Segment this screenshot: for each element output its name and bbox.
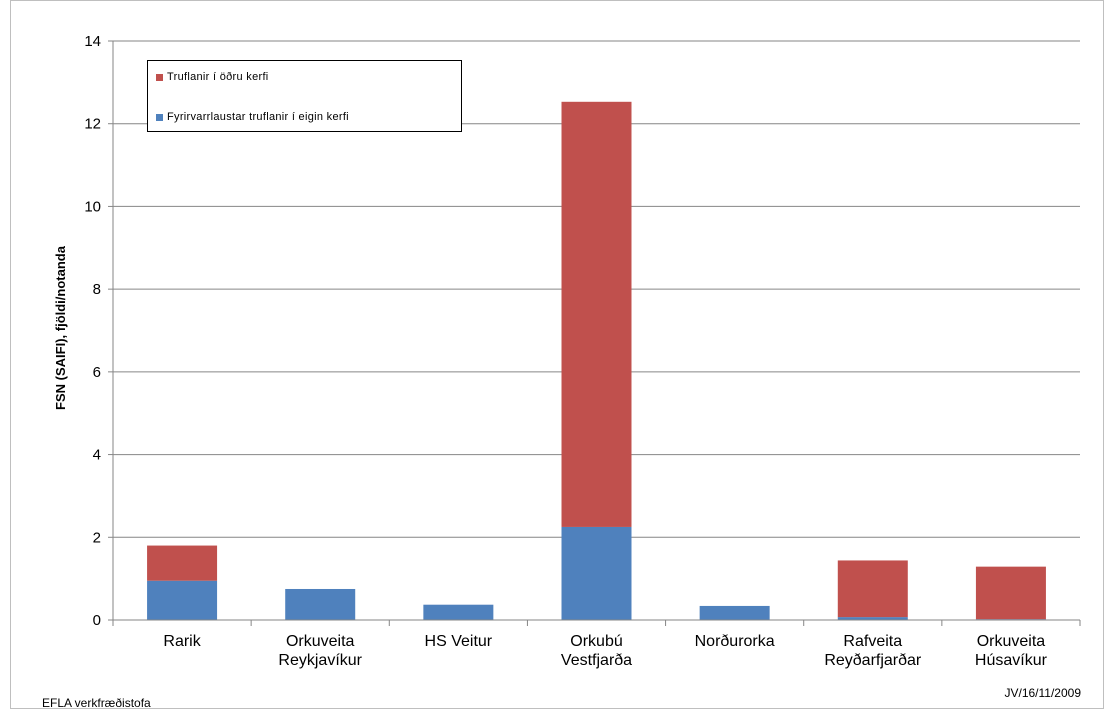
axes xyxy=(112,41,1081,626)
footer-source: EFLA verkfræðistofa xyxy=(42,696,151,710)
bar-segment xyxy=(699,605,770,620)
bar-segment xyxy=(561,526,632,620)
legend: Truflanir í öðru kerfi Fyrirvarrlaustar … xyxy=(147,60,462,132)
x-tick-label: Rarik xyxy=(163,633,201,650)
bar-segment xyxy=(837,617,908,620)
x-tick-label: Reyðarfjarðar xyxy=(824,652,922,669)
footer-date: JV/16/11/2009 xyxy=(1004,686,1081,700)
legend-item-own-system: Fyrirvarrlaustar truflanir í eigin kerfi xyxy=(156,111,349,123)
tick-labels: 0 2 4 6 8 10 12 14 Rarik Orkuveita Reykjavíkur HS V… xyxy=(84,33,1047,669)
y-tick-label: 8 xyxy=(93,281,101,298)
legend-label: Truflanir í öðru kerfi xyxy=(167,71,269,83)
x-tick-label: Orkuveita xyxy=(286,633,355,650)
legend-label: Fyrirvarrlaustar truflanir í eigin kerfi xyxy=(167,111,349,123)
legend-item-other-system: Truflanir í öðru kerfi xyxy=(156,71,269,83)
x-tick-label: Orkuveita xyxy=(977,633,1046,650)
x-tick-label: HS Veitur xyxy=(425,633,493,650)
bar-segment xyxy=(147,580,218,620)
y-tick-label: 4 xyxy=(93,447,101,464)
legend-swatch-blue xyxy=(156,113,163,121)
bar-segment xyxy=(561,101,632,527)
x-tick-label: Húsavíkur xyxy=(975,652,1048,669)
y-tick-label: 6 xyxy=(93,364,101,381)
bars xyxy=(147,101,1046,620)
y-tick-label: 12 xyxy=(84,116,101,133)
y-tick-label: 14 xyxy=(84,33,101,50)
legend-swatch-red xyxy=(156,73,163,81)
bar-segment xyxy=(837,560,908,618)
bar-segment xyxy=(285,588,356,620)
x-tick-label: Orkubú xyxy=(570,633,622,650)
bar-segment xyxy=(423,604,494,620)
y-tick-label: 0 xyxy=(93,612,101,629)
y-tick-label: 2 xyxy=(93,529,101,546)
x-tick-label: Rafveita xyxy=(843,633,902,650)
y-axis-label: FSN (SAIFI), fjöldi/notanda xyxy=(53,245,68,410)
x-tick-label: Reykjavíkur xyxy=(278,652,362,669)
x-tick-label: Norðurorka xyxy=(695,633,775,650)
chart-frame xyxy=(10,0,1104,709)
y-tick-label: 10 xyxy=(84,198,101,215)
bar-segment xyxy=(147,545,218,581)
bar-segment xyxy=(975,566,1046,620)
x-tick-label: Vestfjarða xyxy=(561,652,632,669)
